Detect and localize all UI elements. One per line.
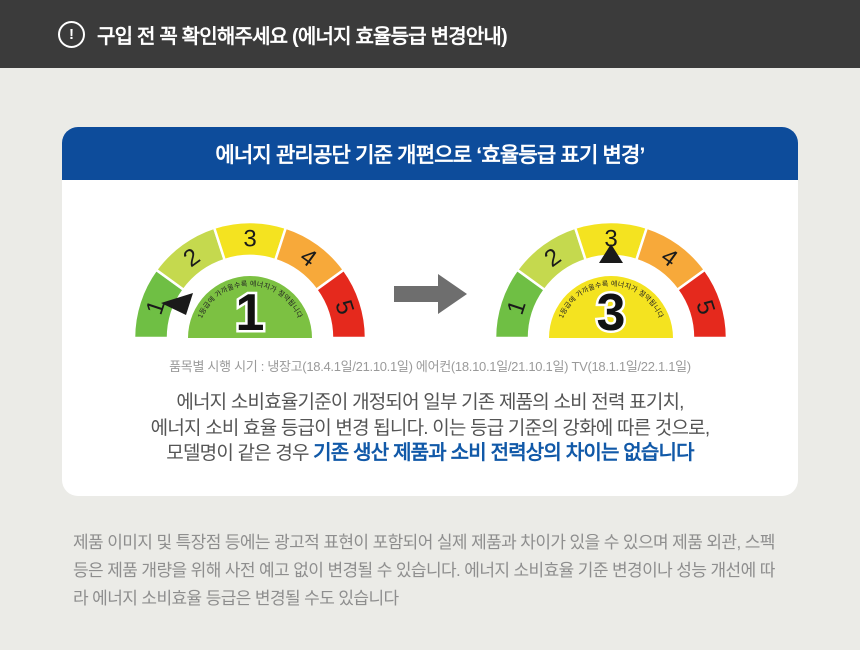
description-text: 에너지 소비효율기준이 개정되어 일부 기존 제품의 소비 전력 표기치, 에너… xyxy=(62,390,798,467)
gauge-pointer-icon xyxy=(160,293,193,315)
description-line-2: 에너지 소비 효율 등급이 변경 됩니다. 이는 등급 기준의 강화에 따른 것… xyxy=(150,417,710,439)
gauge-pointer-icon xyxy=(598,244,623,263)
gauge-segment-label: 3 xyxy=(243,226,256,253)
gauge-comparison-row: 1 2 3 4 5 1등급에 가까울수록 에너지가 절약됩니다 1 xyxy=(62,216,798,340)
arrow-right-icon xyxy=(393,274,467,314)
description-line-3: 모델명이 같은 경우 기존 생산 제품과 소비 전력상의 차이는 없습니다 xyxy=(62,441,798,467)
schedule-note: 품목별 시행 시기 : 냉장고(18.4.1일/21.10.1일) 에어컨(18… xyxy=(169,359,691,374)
description-line-3-prefix: 모델명이 같은 경우 xyxy=(166,443,314,464)
gauge-segment-5 xyxy=(675,268,728,340)
footer-disclaimer-note: 제품 이미지 및 특장점 등에는 광고적 표현이 포함되어 실제 제품과 차이가… xyxy=(73,532,775,608)
gauge-grade-value: 3 xyxy=(596,284,625,340)
notice-header-title: 구입 전 꼭 확인해주세요 (에너지 효율등급 변경안내) xyxy=(97,25,508,48)
gauge-inner-semicircle xyxy=(187,276,312,338)
description-line-1: 에너지 소비효율기준이 개정되어 일부 기존 제품의 소비 전력 표기치, xyxy=(176,392,684,413)
description-emphasis-text: 기존 생산 제품과 소비 전력상의 차이는 없습니다 xyxy=(313,442,694,464)
transition-arrow-wrap xyxy=(393,273,467,315)
energy-gauge-before: 1 2 3 4 5 1등급에 가까울수록 에너지가 절약됩니다 1 xyxy=(132,220,367,340)
gauge-segment-label: 3 xyxy=(604,226,617,253)
gauge-inner-semicircle xyxy=(548,276,673,338)
card-title-bar: 에너지 관리공단 기준 개편으로 ‘효율등급 표기 변경’ xyxy=(62,127,798,180)
gauge-segment-5 xyxy=(314,268,367,340)
notice-header-bar: ! 구입 전 꼭 확인해주세요 (에너지 효율등급 변경안내) xyxy=(0,0,860,68)
energy-notice-card: 에너지 관리공단 기준 개편으로 ‘효율등급 표기 변경’ 1 2 3 4 5 … xyxy=(62,127,798,496)
card-title: 에너지 관리공단 기준 개편으로 ‘효율등급 표기 변경’ xyxy=(215,143,645,167)
gauge-grade-value: 1 xyxy=(235,284,264,340)
energy-gauge-after: 1 2 3 4 5 1등급에 가까울수록 에너지가 절약됩니다 3 xyxy=(493,220,728,340)
exclamation-circle-icon: ! xyxy=(58,20,85,48)
